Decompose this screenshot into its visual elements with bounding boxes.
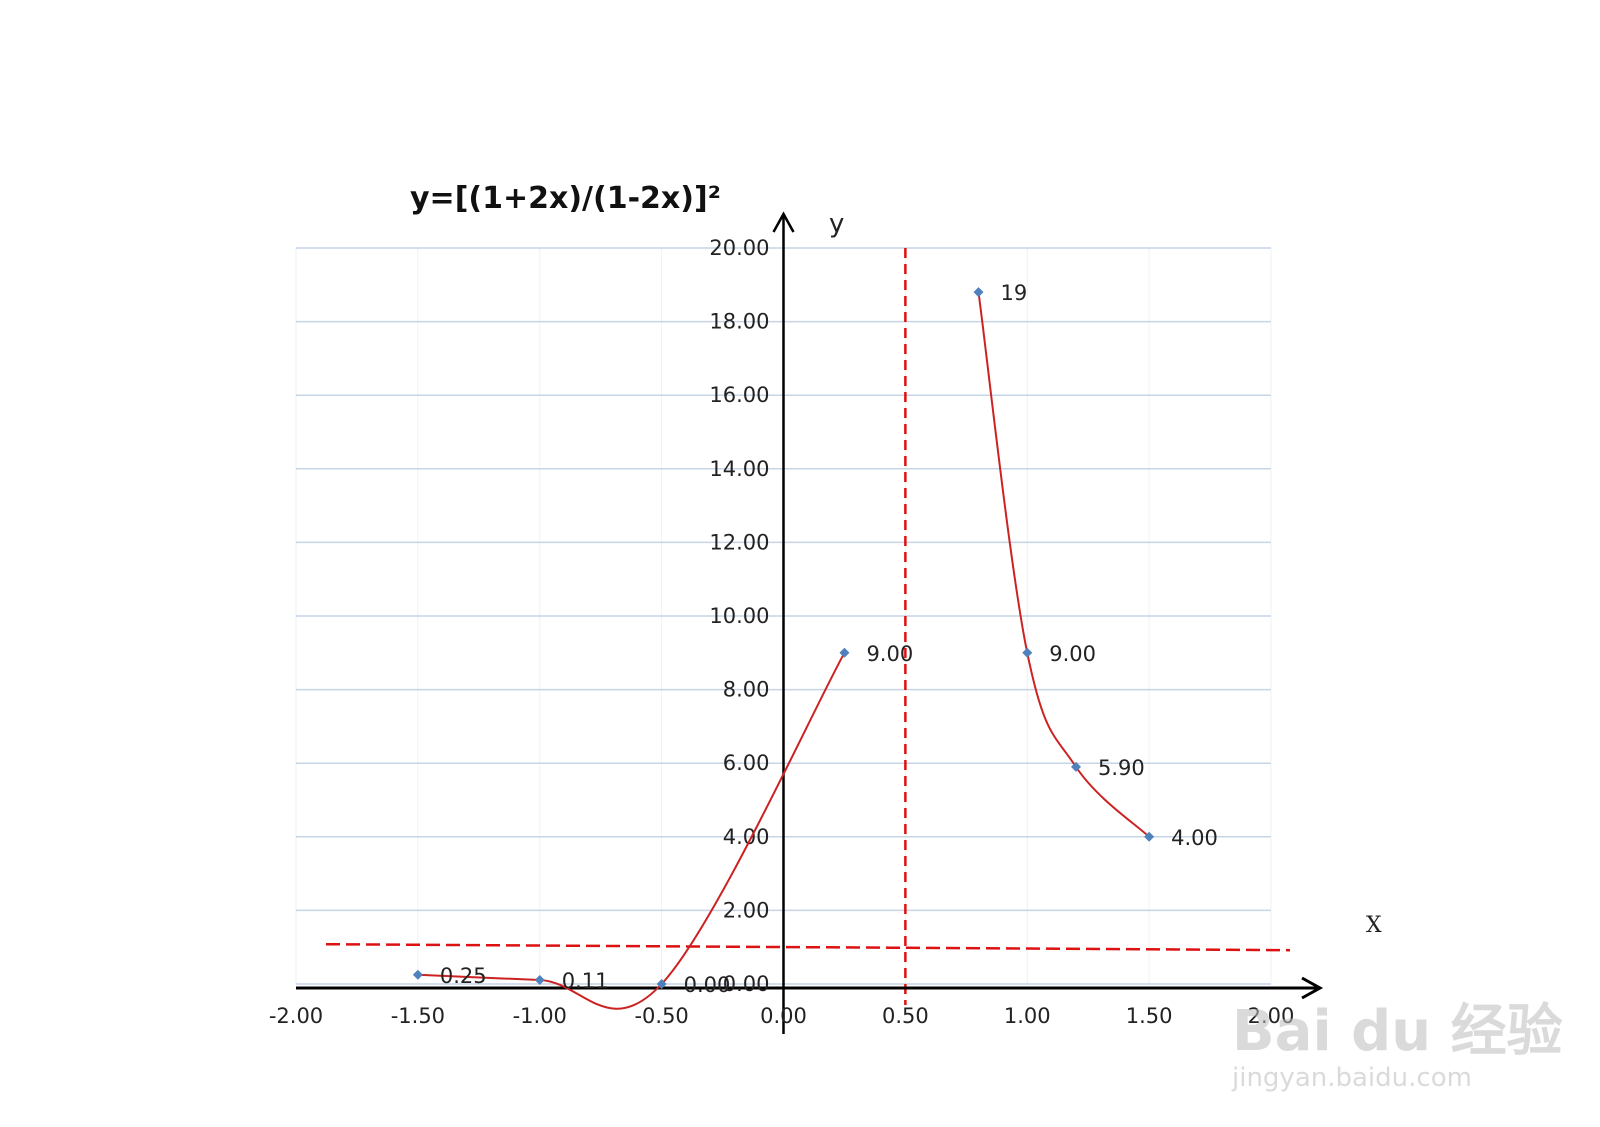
x-tick-label: 2.00: [1248, 1004, 1295, 1028]
x-tick-label: 1.50: [1126, 1004, 1173, 1028]
x-axis-label: X: [1366, 913, 1382, 938]
data-point: [534, 974, 545, 985]
x-axis-arrow: [1301, 976, 1324, 1000]
y-tick-label: 6.00: [723, 751, 770, 775]
data-label: 9.00: [1049, 642, 1096, 666]
data-label: 5.90: [1098, 756, 1145, 780]
watermark-url: jingyan.baidu.com: [1231, 1063, 1472, 1093]
data-point: [1022, 647, 1033, 658]
y-tick-label: 0.00: [723, 972, 770, 996]
x-tick-label: -2.00: [269, 1004, 323, 1028]
y-tick-label: 18.00: [709, 310, 769, 334]
y-tick-label: 2.00: [723, 898, 770, 922]
y-tick-label: 16.00: [709, 383, 769, 407]
data-point: [412, 969, 423, 980]
y-axis-label: y: [829, 209, 844, 239]
series-line: [417, 652, 846, 1010]
x-tick-labels: -2.00 -1.50 -1.00 -0.50 0.00 0.50 1.00 1.50 2.00: [269, 1004, 1295, 1028]
chart-title: y=[(1+2x)/(1-2x)]²: [410, 181, 721, 216]
watermark: Bai du 经验 jingyan.baidu.com: [1231, 999, 1563, 1093]
x-tick-label: 0.50: [882, 1004, 929, 1028]
watermark-brand: Bai du 经验: [1232, 999, 1563, 1064]
x-tick-label: -1.00: [513, 1004, 567, 1028]
series-lines: [417, 292, 1150, 1010]
data-point: [839, 647, 850, 658]
x-tick-label: -1.50: [391, 1004, 445, 1028]
y-tick-label: 14.00: [709, 457, 769, 481]
series-line: [977, 292, 1150, 838]
asymptotes: [325, 248, 1291, 1005]
x-tick-label: -0.50: [634, 1004, 688, 1028]
y-tick-label: 12.00: [709, 530, 769, 554]
axes: [296, 211, 1324, 1034]
data-label: 9.00: [866, 642, 913, 666]
y-tick-label: 8.00: [723, 678, 770, 702]
data-label: 0.00: [684, 973, 731, 997]
data-labels: 0.25 0.11 0.00 9.00 19 9.00 5.90 4.00: [440, 281, 1218, 997]
x-tick-label: 1.00: [1004, 1004, 1051, 1028]
data-label: 0.11: [562, 969, 609, 993]
data-point: [1144, 831, 1155, 842]
data-label: 19: [1001, 281, 1028, 305]
x-tick-label: 0.00: [760, 1004, 807, 1028]
y-tick-labels: 0.00 2.00 4.00 6.00 8.00 10.00 12.00 14.00 16.00…: [709, 236, 769, 996]
data-point: [1071, 761, 1081, 772]
horizontal-asymptote: [325, 942, 1291, 952]
y-axis-arrow: [772, 211, 795, 233]
y-tick-label: 20.00: [709, 236, 769, 260]
data-point: [973, 287, 984, 298]
y-tick-label: 10.00: [709, 604, 769, 628]
y-tick-label: 4.00: [723, 825, 770, 849]
data-label: 0.25: [440, 964, 487, 988]
data-point: [656, 979, 667, 989]
data-markers: [412, 287, 1155, 989]
data-label: 4.00: [1171, 826, 1218, 850]
